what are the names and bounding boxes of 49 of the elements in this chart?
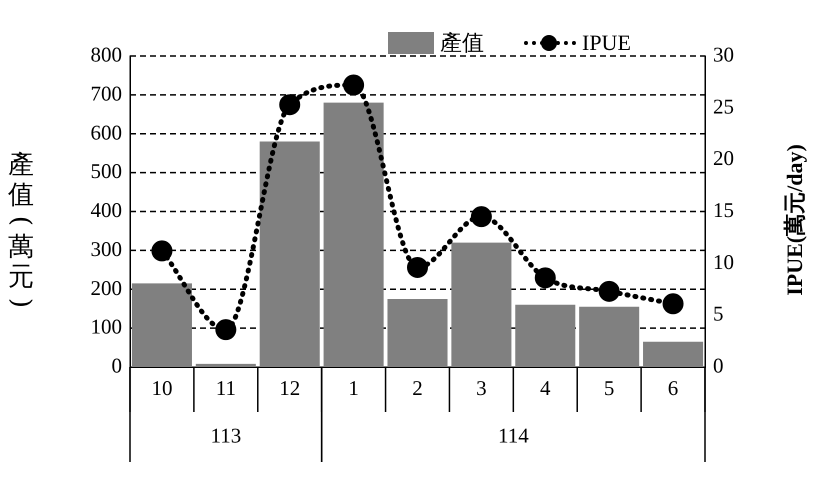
point — [407, 256, 428, 278]
bar — [579, 306, 640, 367]
y2-tick-label: 0 — [713, 354, 724, 378]
y-tick-label: 400 — [90, 198, 122, 222]
x-tick-label: 3 — [476, 376, 487, 400]
y2-tick-label: 15 — [713, 198, 734, 222]
x-tick-label: 11 — [216, 376, 236, 400]
bar — [260, 142, 320, 367]
point — [279, 94, 300, 116]
y-tick-label: 300 — [90, 236, 122, 261]
point — [598, 280, 620, 302]
y-tick-label: 800 — [90, 42, 122, 67]
x-tick-label: 4 — [540, 376, 552, 400]
text: 114 — [498, 424, 530, 448]
point — [215, 319, 236, 340]
x-tick-label: 1 — [348, 376, 359, 400]
legend-label: IPUE — [582, 30, 631, 56]
x-tick-label: 10 — [151, 376, 172, 400]
y-axis-title: 產值(萬元) — [6, 150, 36, 310]
legend-label: 產值 — [440, 29, 484, 57]
bar — [387, 298, 448, 367]
y-tick-label: 100 — [90, 314, 122, 339]
bar — [196, 364, 256, 367]
text: 113 — [210, 424, 242, 448]
y2-tick-label: 30 — [713, 42, 734, 67]
point — [343, 74, 364, 96]
bar — [451, 242, 512, 367]
y-tick-label: 700 — [90, 81, 122, 106]
bar — [324, 102, 384, 367]
bar — [643, 342, 704, 367]
y-tick-label: 0 — [112, 354, 122, 378]
x-tick-label: 6 — [668, 376, 678, 400]
y-tick-label: 500 — [90, 159, 122, 184]
point — [470, 206, 492, 228]
x-tick-label: 2 — [412, 376, 423, 400]
x-tick-label: 5 — [604, 376, 614, 400]
x-tick-label: 12 — [279, 376, 300, 400]
y2-axis-title: IPUE(萬元/day) — [781, 144, 808, 296]
y2-tick-label: 20 — [713, 146, 734, 170]
y2-tick-label: 25 — [713, 94, 734, 118]
y-tick-label: 600 — [90, 120, 122, 144]
y2-tick-label: 10 — [713, 250, 734, 274]
bar — [132, 283, 192, 367]
point — [662, 293, 684, 314]
y-tick-label: 200 — [90, 276, 122, 300]
bar — [515, 304, 576, 367]
point — [151, 240, 172, 262]
point — [534, 267, 556, 288]
y2-tick-label: 5 — [713, 302, 724, 326]
